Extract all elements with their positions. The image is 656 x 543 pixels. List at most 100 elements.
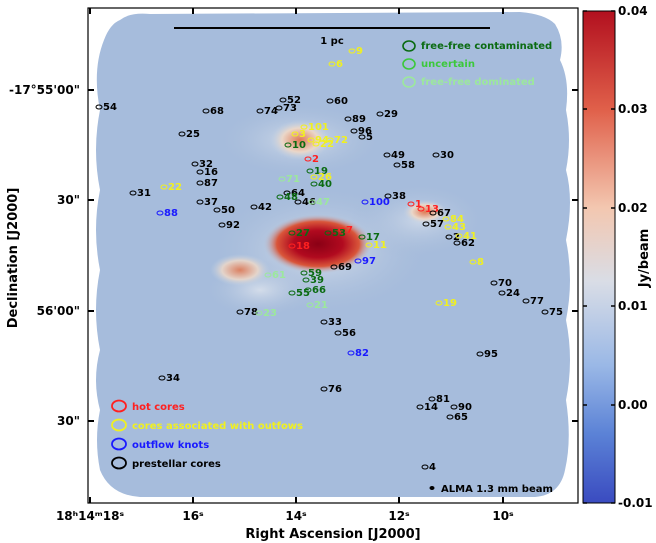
core-label: 41: [463, 231, 477, 242]
core-marker: [202, 108, 210, 114]
core-label: 21: [314, 300, 328, 311]
legend-marker-outflow-knots: [111, 437, 127, 451]
core-marker: [158, 375, 166, 381]
core-marker: [354, 258, 362, 264]
core-label: 5: [366, 132, 373, 143]
legend-label-hot-cores: hot cores: [132, 402, 185, 413]
core-marker: [178, 131, 186, 137]
legend-marker-free-free-dominated: [402, 76, 416, 88]
core-marker: [384, 193, 392, 199]
core-marker: [428, 396, 436, 402]
core-label: 87: [204, 178, 218, 189]
core-marker: [522, 298, 530, 304]
core-marker: [196, 180, 204, 186]
core-label: 97: [362, 256, 376, 267]
core-label: 55: [296, 288, 310, 299]
core-marker: [361, 199, 369, 205]
x-tick-label-2: 14ˢ: [285, 509, 307, 523]
core-marker: [328, 61, 336, 67]
core-label: 54: [103, 102, 117, 113]
core-label: 88: [164, 208, 178, 219]
core-label: 22: [320, 139, 334, 150]
core-marker: [308, 199, 316, 205]
core-marker: [421, 464, 429, 470]
core-label: 92: [226, 220, 240, 231]
core-label: 70: [498, 278, 512, 289]
core-marker: [310, 174, 318, 180]
beam-label: ALMA 1.3 mm beam: [441, 484, 553, 495]
core-marker: [236, 309, 244, 315]
core-label: 1: [415, 199, 422, 210]
core-label: 19: [443, 298, 457, 309]
core-label: 66: [312, 285, 326, 296]
core-marker: [365, 242, 373, 248]
core-label: 62: [461, 238, 475, 249]
core-marker: [541, 309, 549, 315]
colorbar-tick-3: 0.01: [618, 299, 648, 313]
core-marker: [435, 300, 443, 306]
core-marker: [302, 277, 310, 283]
legend-label-outflow-knots: outflow knots: [132, 440, 209, 451]
core-marker: [432, 152, 440, 158]
core-marker: [129, 190, 137, 196]
x-tick-label-4: 10ˢ: [492, 509, 514, 523]
core-marker: [218, 222, 226, 228]
y-axis-title: Declination [J2000]: [6, 188, 21, 329]
core-marker: [453, 240, 461, 246]
core-label: 74: [264, 106, 278, 117]
core-marker: [264, 272, 272, 278]
legend-bottom: hot cores cores associated with outfows …: [111, 399, 303, 470]
core-marker: [278, 176, 286, 182]
colorbar-tick-2: 0.02: [618, 201, 648, 215]
core-marker: [300, 124, 308, 130]
core-label: 4: [429, 462, 436, 473]
core-marker: [344, 116, 352, 122]
core-marker: [213, 207, 221, 213]
core-label: 94: [315, 135, 329, 146]
core-marker: [422, 221, 430, 227]
core-marker: [256, 108, 264, 114]
core-label: 75: [549, 307, 563, 318]
core-label: 31: [137, 188, 151, 199]
core-marker: [320, 386, 328, 392]
colorbar-tick-5: -0.01: [618, 496, 653, 510]
core-label: 18: [296, 241, 310, 252]
core-marker: [312, 141, 320, 147]
core-marker: [334, 330, 342, 336]
colorbar-tick-1: 0.03: [618, 102, 648, 116]
core-marker: [304, 287, 312, 293]
legend-marker-prestellar-cores: [111, 456, 127, 470]
core-marker: [307, 137, 315, 143]
core-marker: [283, 190, 291, 196]
core-marker: [429, 210, 437, 216]
core-label: 10: [292, 140, 306, 151]
core-label: 89: [352, 114, 366, 125]
core-label: 39: [310, 275, 324, 286]
core-marker: [310, 181, 318, 187]
y-tick-label-0: -17°55'00": [9, 83, 80, 97]
core-label: 26: [318, 172, 332, 183]
core-marker: [444, 224, 452, 230]
core-marker: [442, 216, 450, 222]
core-label: 56: [342, 328, 356, 339]
y-tick-label-3: 30": [57, 414, 80, 428]
colorbar-ticks: [583, 10, 615, 504]
colorbar: [582, 10, 616, 504]
core-label: 67: [437, 208, 451, 219]
core-label: 69: [338, 262, 352, 273]
core-marker: [358, 134, 366, 140]
core-label: 22: [168, 182, 182, 193]
x-tick-label-1: 16ˢ: [182, 509, 204, 523]
core-marker: [324, 230, 332, 236]
legend-marker-uncertain: [402, 58, 416, 70]
colorbar-tick-4: 0.00: [618, 398, 648, 412]
core-label: 53: [332, 228, 346, 239]
core-label: 43: [452, 222, 466, 233]
core-marker: [196, 199, 204, 205]
core-marker: [383, 152, 391, 158]
core-label: 48: [284, 192, 298, 203]
core-marker: [275, 105, 283, 111]
core-label: 24: [506, 288, 520, 299]
core-marker: [407, 201, 415, 207]
core-marker: [294, 199, 302, 205]
